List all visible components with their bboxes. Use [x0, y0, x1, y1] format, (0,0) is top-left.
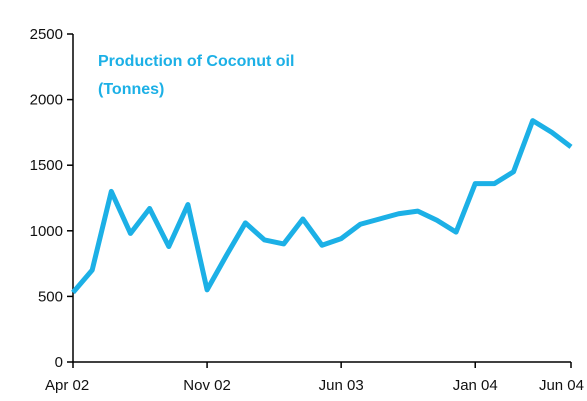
y-tick-label: 1500	[30, 157, 63, 174]
x-tick-label: Jan 04	[453, 377, 498, 394]
x-axis-ticks: Apr 02 Nov 02 Jun 03 Jan 04 Jun 04	[45, 362, 584, 394]
data-points	[72, 120, 572, 293]
y-tick-label: 2500	[30, 26, 63, 43]
x-tick-label: Nov 02	[183, 377, 231, 394]
x-tick-label: Jun 03	[319, 377, 364, 394]
y-tick-label: 0	[55, 354, 63, 371]
y-tick-label: 2000	[30, 92, 63, 109]
y-tick-label: 500	[38, 288, 63, 305]
y-tick-label: 1000	[30, 223, 63, 240]
chart-title-line-1: Production of Coconut oil	[98, 53, 294, 70]
chart-title-line-2: (Tonnes)	[98, 81, 164, 98]
y-axis-ticks: 0 500 1000 1500 2000 2500	[30, 26, 73, 371]
x-tick-label: Jun 04	[539, 377, 584, 394]
x-tick-label: Apr 02	[45, 377, 89, 394]
series-line	[71, 118, 573, 295]
